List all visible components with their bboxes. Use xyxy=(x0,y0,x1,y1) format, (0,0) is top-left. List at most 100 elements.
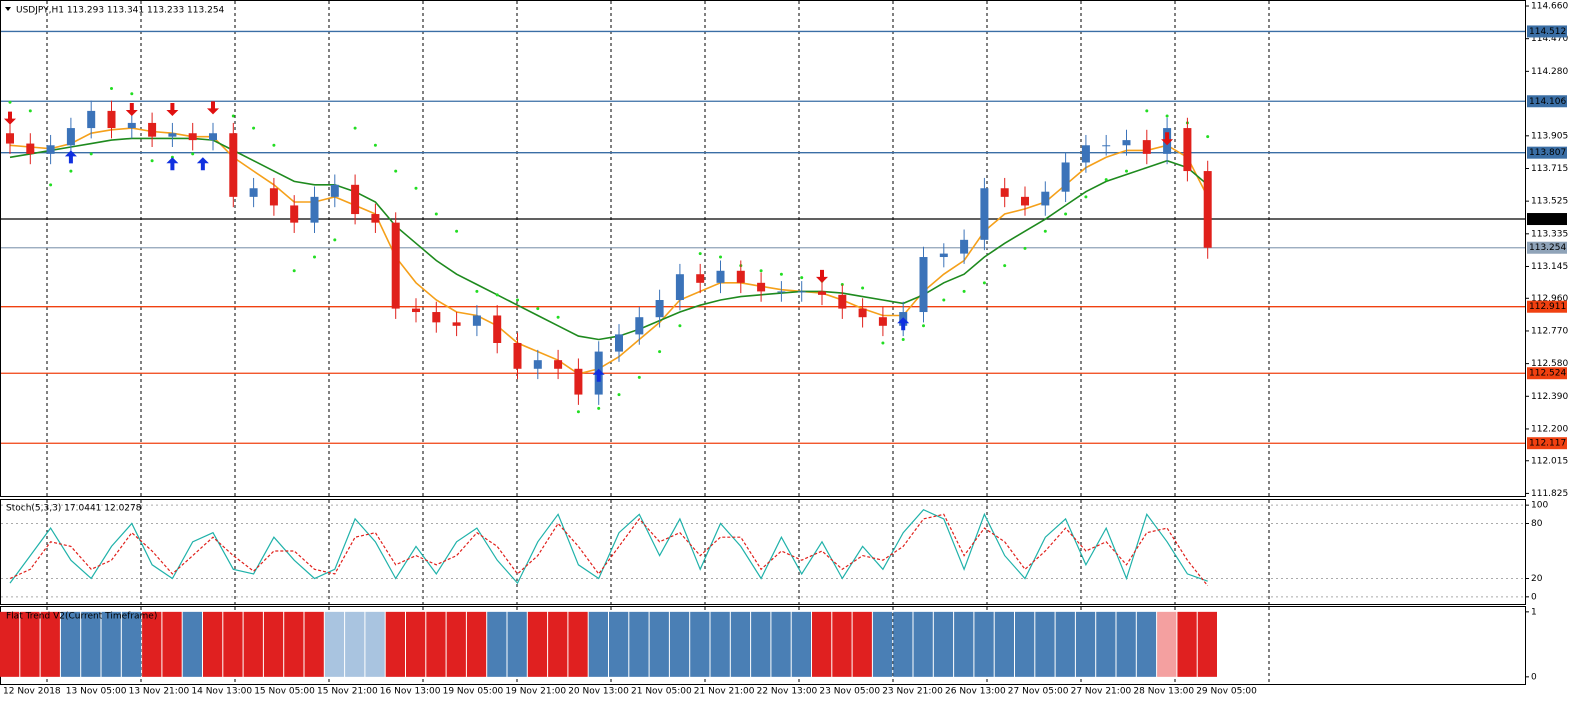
candle-body xyxy=(533,360,542,369)
candle-body xyxy=(797,291,806,293)
candle-body xyxy=(371,214,380,223)
candle-body xyxy=(148,122,157,137)
x-tick-label: 21 Nov 21:00 xyxy=(694,687,755,697)
sar-dot xyxy=(800,276,804,280)
trend-bar xyxy=(81,611,101,677)
trend-bar xyxy=(893,611,913,677)
trend-bar xyxy=(913,611,933,677)
buy-arrow xyxy=(196,157,209,171)
sar-dot xyxy=(719,255,722,259)
trend-bar xyxy=(365,611,385,677)
trend-bar xyxy=(263,611,284,677)
buy-arrow xyxy=(897,317,910,331)
trend-bar xyxy=(527,611,548,677)
level-tag xyxy=(1527,95,1567,108)
x-tick-label: 19 Nov 05:00 xyxy=(443,687,504,697)
trend-bar xyxy=(1197,611,1217,677)
candle-body xyxy=(1183,128,1192,172)
candle-body xyxy=(412,308,420,313)
sar-dot xyxy=(292,269,296,273)
candle-body xyxy=(777,291,786,293)
x-tick-label: 27 Nov 21:00 xyxy=(1071,687,1132,697)
trend-bar xyxy=(40,611,60,677)
sar-dot xyxy=(1125,169,1128,173)
y-tick-label: 0 xyxy=(1531,592,1537,602)
trend-bar xyxy=(304,611,324,677)
sar-dot xyxy=(110,87,113,91)
x-tick-label: 14 Nov 13:00 xyxy=(191,687,252,697)
trend-bar xyxy=(284,611,304,677)
x-tick-label: 22 Nov 13:00 xyxy=(757,687,818,697)
sar-dot xyxy=(576,410,580,414)
sar-dot xyxy=(1043,229,1047,233)
candle-body xyxy=(46,145,55,154)
candle-body xyxy=(1000,188,1009,197)
trend-bar xyxy=(669,611,690,677)
candle-body xyxy=(26,143,35,154)
trend-bar xyxy=(466,611,487,677)
level-label: 112.117 xyxy=(1529,439,1566,449)
sar-dot xyxy=(982,281,986,285)
y-tick-label: 113.335 xyxy=(1531,229,1568,239)
trend-bar xyxy=(568,611,588,677)
sar-dot xyxy=(191,152,195,156)
sar-dot xyxy=(1206,135,1210,139)
trend-bar xyxy=(385,611,405,677)
candle-body xyxy=(310,196,319,223)
candle-body xyxy=(858,308,867,318)
sar-dot xyxy=(313,255,316,259)
candle-body xyxy=(574,368,583,395)
sar-dot xyxy=(962,289,966,293)
chart-title: USDJPY,H1 113.293 113.341 113.233 113.25… xyxy=(16,6,225,16)
trend-bar xyxy=(1035,611,1055,677)
y-tick-label: 114.470 xyxy=(1531,34,1568,44)
trend-bar xyxy=(1116,611,1136,677)
candle-body xyxy=(716,270,725,283)
y-tick-label: 113.905 xyxy=(1531,131,1568,141)
x-tick-label: 12 Nov 2018 xyxy=(3,687,61,697)
trend-bar xyxy=(487,611,507,677)
y-tick-label: 113.525 xyxy=(1531,197,1568,207)
sar-dot xyxy=(455,229,459,233)
trend-bar xyxy=(345,611,365,677)
trend-bar xyxy=(507,611,527,677)
level-label: 113.421 xyxy=(1529,215,1566,225)
y-tick-label: 0 xyxy=(1531,672,1537,682)
level-tag xyxy=(1527,241,1567,254)
level-label: 112.524 xyxy=(1529,369,1566,379)
sar-dot xyxy=(49,183,53,187)
sar-dot xyxy=(1165,114,1169,118)
candle-body xyxy=(878,317,887,326)
sar-dot xyxy=(69,169,73,173)
sar-dot xyxy=(1064,212,1068,216)
trend-bar xyxy=(609,611,629,677)
candle-body xyxy=(1142,140,1151,154)
trend-bar xyxy=(771,611,791,677)
sar-dot xyxy=(333,238,337,242)
sar-dot xyxy=(922,324,925,328)
x-tick-label: 28 Nov 13:00 xyxy=(1133,687,1194,697)
candle-body xyxy=(736,270,745,283)
y-tick-label: 114.280 xyxy=(1531,67,1568,77)
trend-bar xyxy=(974,611,994,677)
level-tag xyxy=(1527,437,1567,450)
sar-dot xyxy=(556,315,560,319)
buy-arrow xyxy=(166,157,179,171)
sar-dot xyxy=(434,212,438,216)
candle-body xyxy=(1102,145,1111,147)
stoch-panel xyxy=(0,499,1526,605)
buy-arrow xyxy=(592,368,605,382)
sell-arrow xyxy=(125,103,138,117)
candle-body xyxy=(351,184,360,215)
candle-body xyxy=(1061,162,1070,192)
sar-dot xyxy=(1145,109,1149,113)
y-tick-label: 112.200 xyxy=(1531,424,1568,434)
trend-bar xyxy=(1055,611,1075,677)
trend-bar xyxy=(872,611,893,677)
x-tick-label: 21 Nov 05:00 xyxy=(631,687,692,697)
level-label: 112.911 xyxy=(1529,302,1566,312)
x-tick-label: 23 Nov 21:00 xyxy=(882,687,943,697)
sar-dot xyxy=(252,126,256,130)
level-tag xyxy=(1527,146,1567,159)
symbol-marker xyxy=(5,7,11,11)
